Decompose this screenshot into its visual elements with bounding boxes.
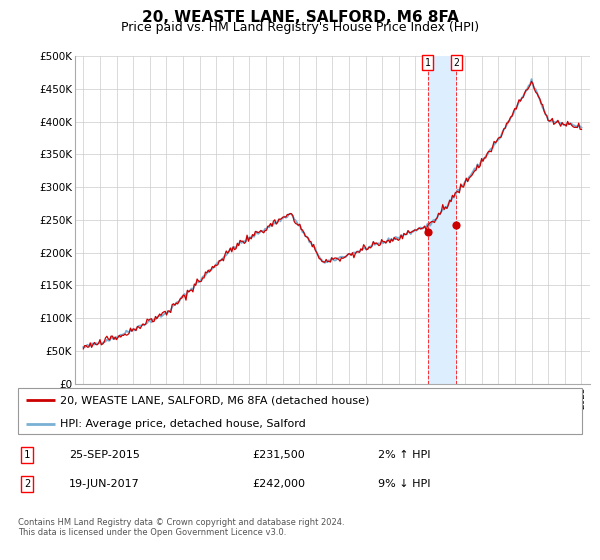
Text: 9% ↓ HPI: 9% ↓ HPI [378, 479, 431, 489]
Text: Contains HM Land Registry data © Crown copyright and database right 2024.
This d: Contains HM Land Registry data © Crown c… [18, 518, 344, 538]
FancyBboxPatch shape [18, 388, 582, 434]
Text: 20, WEASTE LANE, SALFORD, M6 8FA (detached house): 20, WEASTE LANE, SALFORD, M6 8FA (detach… [60, 395, 370, 405]
Text: HPI: Average price, detached house, Salford: HPI: Average price, detached house, Salf… [60, 419, 306, 429]
Text: Price paid vs. HM Land Registry's House Price Index (HPI): Price paid vs. HM Land Registry's House … [121, 21, 479, 34]
Text: 1: 1 [24, 450, 30, 460]
Point [423, 227, 433, 236]
Text: 20, WEASTE LANE, SALFORD, M6 8FA: 20, WEASTE LANE, SALFORD, M6 8FA [142, 10, 458, 25]
Text: £242,000: £242,000 [252, 479, 305, 489]
Point [452, 221, 461, 230]
Text: 2: 2 [24, 479, 30, 489]
Bar [428, 56, 457, 384]
Text: 25-SEP-2015: 25-SEP-2015 [69, 450, 140, 460]
Text: 2: 2 [454, 58, 460, 68]
Text: 2% ↑ HPI: 2% ↑ HPI [378, 450, 431, 460]
Text: £231,500: £231,500 [252, 450, 305, 460]
Text: 1: 1 [425, 58, 431, 68]
Text: 19-JUN-2017: 19-JUN-2017 [69, 479, 140, 489]
